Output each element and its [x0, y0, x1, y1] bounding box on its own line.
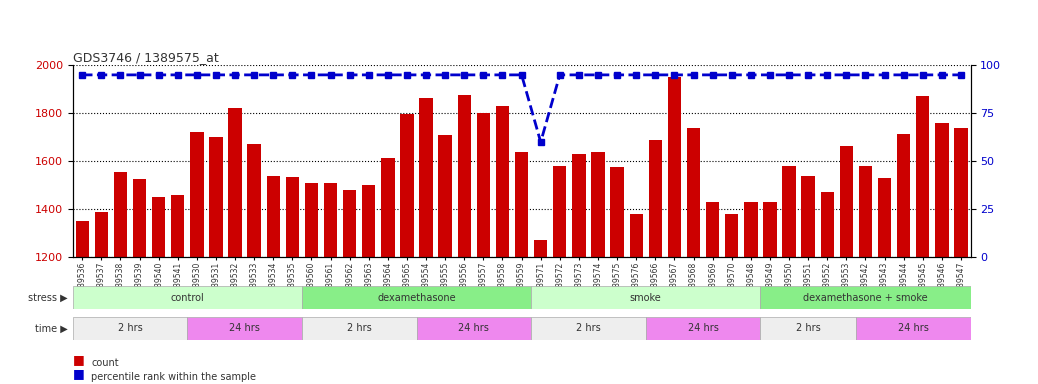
- Bar: [496, 106, 510, 257]
- Bar: [917, 96, 929, 257]
- Bar: [73, 286, 302, 309]
- Bar: [858, 166, 872, 257]
- Bar: [343, 190, 356, 257]
- Bar: [114, 172, 127, 257]
- Bar: [897, 134, 910, 257]
- Text: GDS3746 / 1389575_at: GDS3746 / 1389575_at: [73, 51, 218, 64]
- Bar: [515, 152, 528, 257]
- Text: 24 hrs: 24 hrs: [459, 323, 489, 333]
- Text: smoke: smoke: [630, 293, 661, 303]
- Bar: [302, 317, 416, 340]
- Bar: [531, 286, 761, 309]
- Bar: [73, 317, 187, 340]
- Text: 2 hrs: 2 hrs: [796, 323, 820, 333]
- Bar: [228, 109, 242, 257]
- Bar: [305, 183, 318, 257]
- Bar: [646, 317, 761, 340]
- Bar: [381, 158, 394, 257]
- Bar: [763, 202, 776, 257]
- Bar: [935, 123, 949, 257]
- Bar: [687, 128, 701, 257]
- Bar: [438, 135, 452, 257]
- Text: stress ▶: stress ▶: [28, 293, 67, 303]
- Bar: [133, 179, 146, 257]
- Bar: [629, 214, 643, 257]
- Bar: [761, 317, 856, 340]
- Bar: [267, 176, 280, 257]
- Bar: [419, 98, 433, 257]
- Bar: [171, 195, 185, 257]
- Bar: [190, 132, 203, 257]
- Bar: [840, 146, 853, 257]
- Bar: [152, 197, 165, 257]
- Bar: [706, 202, 719, 257]
- Text: dexamethasone + smoke: dexamethasone + smoke: [803, 293, 928, 303]
- Bar: [761, 286, 971, 309]
- Bar: [649, 140, 662, 257]
- Text: count: count: [91, 358, 119, 368]
- Bar: [783, 166, 796, 257]
- Bar: [302, 286, 531, 309]
- Bar: [801, 176, 815, 257]
- Bar: [572, 154, 585, 257]
- Bar: [416, 317, 531, 340]
- Bar: [458, 95, 471, 257]
- Bar: [285, 177, 299, 257]
- Text: 24 hrs: 24 hrs: [687, 323, 718, 333]
- Bar: [247, 144, 261, 257]
- Bar: [744, 202, 758, 257]
- Bar: [878, 178, 892, 257]
- Text: ■: ■: [73, 353, 84, 366]
- Text: 24 hrs: 24 hrs: [898, 323, 929, 333]
- Text: 2 hrs: 2 hrs: [117, 323, 142, 333]
- Bar: [324, 183, 337, 257]
- Text: 2 hrs: 2 hrs: [576, 323, 601, 333]
- Bar: [856, 317, 971, 340]
- Bar: [531, 317, 646, 340]
- Bar: [476, 113, 490, 257]
- Bar: [553, 166, 567, 257]
- Bar: [534, 240, 547, 257]
- Bar: [187, 317, 302, 340]
- Bar: [821, 192, 834, 257]
- Bar: [726, 214, 738, 257]
- Text: control: control: [170, 293, 204, 303]
- Text: 2 hrs: 2 hrs: [347, 323, 372, 333]
- Text: percentile rank within the sample: percentile rank within the sample: [91, 372, 256, 382]
- Text: ■: ■: [73, 367, 84, 380]
- Bar: [667, 77, 681, 257]
- Bar: [610, 167, 624, 257]
- Bar: [94, 212, 108, 257]
- Bar: [210, 137, 222, 257]
- Bar: [401, 114, 414, 257]
- Bar: [592, 152, 605, 257]
- Bar: [76, 221, 89, 257]
- Text: time ▶: time ▶: [34, 323, 67, 333]
- Bar: [954, 128, 967, 257]
- Bar: [362, 185, 376, 257]
- Text: 24 hrs: 24 hrs: [229, 323, 261, 333]
- Text: dexamethasone: dexamethasone: [377, 293, 456, 303]
